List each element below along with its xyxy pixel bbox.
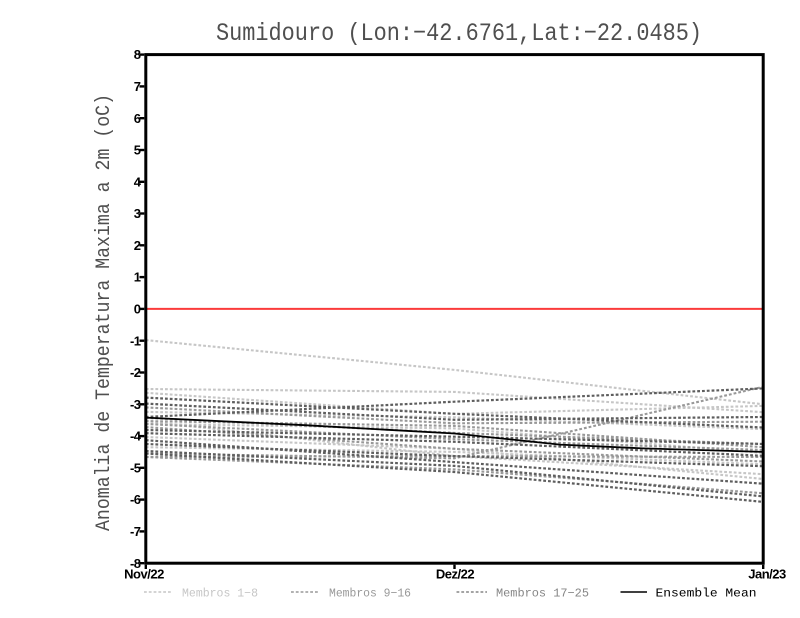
svg-text:-1: -1 — [130, 333, 141, 348]
svg-text:7: 7 — [134, 79, 141, 94]
svg-text:1: 1 — [134, 270, 141, 285]
svg-text:Sumidouro (Lon:−42.6761,Lat:−2: Sumidouro (Lon:−42.6761,Lat:−22.0485) — [216, 19, 702, 48]
svg-text:Ensemble Mean: Ensemble Mean — [656, 587, 757, 601]
svg-text:3: 3 — [134, 206, 141, 221]
svg-text:-5: -5 — [130, 460, 141, 475]
svg-text:Membros 1−8: Membros 1−8 — [182, 587, 258, 601]
svg-text:4: 4 — [134, 174, 142, 189]
svg-text:2: 2 — [134, 238, 141, 253]
svg-text:-4: -4 — [130, 429, 142, 444]
svg-text:-2: -2 — [130, 365, 141, 380]
svg-text:Membros 17−25: Membros 17−25 — [496, 587, 589, 601]
svg-text:Jan/23: Jan/23 — [748, 567, 786, 582]
svg-text:Anomalia de Temperatura Maxima: Anomalia de Temperatura Maxima a 2m (oC) — [93, 94, 116, 531]
svg-text:-6: -6 — [130, 492, 141, 507]
svg-text:Nov/22: Nov/22 — [124, 567, 164, 582]
svg-text:-7: -7 — [130, 524, 141, 539]
svg-text:-3: -3 — [130, 397, 141, 412]
svg-text:-8: -8 — [130, 556, 141, 571]
svg-text:5: 5 — [134, 143, 141, 158]
svg-text:0: 0 — [134, 302, 141, 317]
svg-text:Dez/22: Dez/22 — [436, 567, 474, 582]
svg-text:6: 6 — [134, 111, 141, 126]
svg-text:8: 8 — [134, 47, 141, 62]
svg-text:Membros 9−16: Membros 9−16 — [329, 587, 411, 601]
